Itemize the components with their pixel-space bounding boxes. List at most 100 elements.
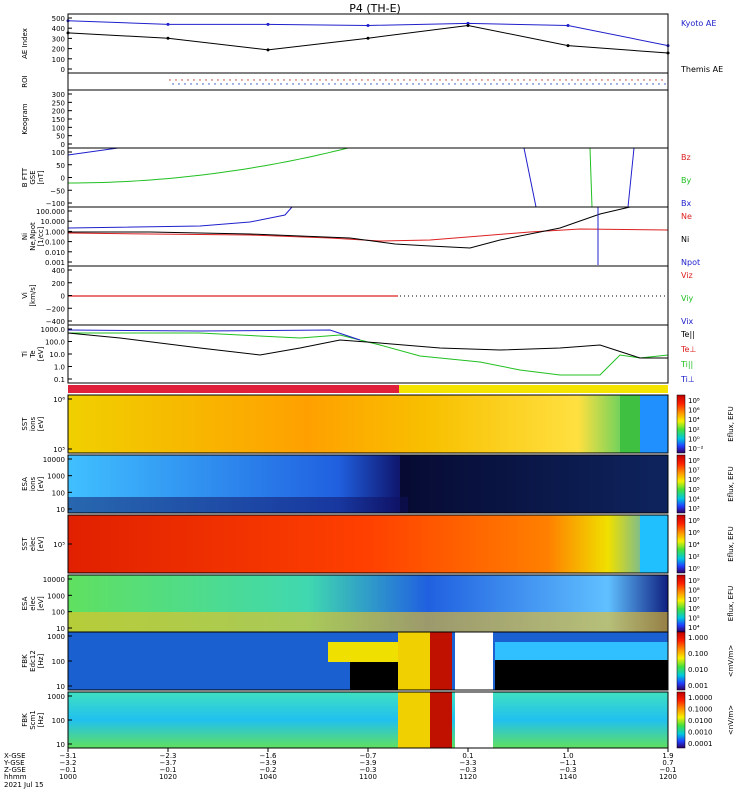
ae-data-point [266,22,270,26]
esa_i-tick-label: 10 [56,506,65,514]
temperature-legend-label: Ti⊥ [680,375,695,384]
ae-data-point [466,21,470,25]
roi-dot [460,83,462,85]
esa_e-ylabel: [eV] [37,596,45,611]
roi-frame [67,72,669,91]
velocity-tick-label: 400 [52,267,65,275]
temperature-legend-label: Te⊥ [680,345,696,354]
axis-column-value: −0.1 [660,766,677,774]
fbk1-tick-label: 10 [56,683,65,691]
temperature-ylabel: Ti [21,351,29,358]
fbk1-yellow-region [328,642,398,662]
roi-dot [655,79,657,81]
roi-dot [199,79,201,81]
roi-dot [343,79,345,81]
roi-dot [457,79,459,81]
roi-dot [589,79,591,81]
esa_i-colorbar-tick: 10⁶ [688,476,700,484]
velocity-ylabel: Vi [21,292,29,299]
esa_e-ylabel: ESA [21,596,29,610]
fbk1-burst [430,632,452,690]
sst_i-colorbar-label: Eflux, EFU [727,406,735,441]
sst-elec-edge [640,515,668,573]
roi-dot [478,83,480,85]
axis-column-value: 1200 [659,773,677,781]
roi-dot [385,79,387,81]
roi-dot [379,79,381,81]
roi-dot [538,83,540,85]
axis-column-value: −2.3 [160,752,177,760]
fbk2-data-gap [455,692,493,748]
roi-dot [463,79,465,81]
keogram-tick-label: 50 [56,133,65,141]
roi-dot [355,79,357,81]
fbk1-colorbar-tick: 0.100 [688,650,708,658]
ae-frame [67,13,669,74]
roi-dot [238,83,240,85]
sst_i-ylabel: [eV] [37,416,45,431]
temperature-frame [67,324,669,384]
roi-dot [409,79,411,81]
axis-column-value: −0.7 [360,752,377,760]
fbk1-tick-label: 100 [52,658,65,666]
roi-dot [553,79,555,81]
roi-dot [502,83,504,85]
density-legend-label: Npot [681,258,700,267]
axis-column-value: 1100 [359,773,377,781]
roi-dot [244,83,246,85]
roi-dot [259,79,261,81]
sst_e-colorbar-tick: 10⁰ [688,565,700,573]
roi-dot [601,79,603,81]
esa-ions-band [68,497,408,513]
ae-tick-label: 300 [52,35,65,43]
esa_i-colorbar-tick: 10⁷ [688,467,700,475]
roi-dot [625,79,627,81]
roi-dot [544,83,546,85]
fbk2-ylabel: FBK [21,713,29,727]
esa_i-frame [67,454,669,514]
roi-dot [511,79,513,81]
roi-dot [541,79,543,81]
roi-dot [322,83,324,85]
roi-dot [184,83,186,85]
temperature-tick-label: 1.0 [54,364,65,372]
roi-dot [445,79,447,81]
roi-dot [196,83,198,85]
bfield-tick-label: 0 [61,175,65,183]
roi-dot [181,79,183,81]
fbk1-data-gap [455,632,493,690]
by-line [589,147,593,208]
fbk1-colorbar-tick: 0.010 [688,666,708,674]
temperature-ylabel: [eV] [37,346,45,361]
fbk1-tick-label: 1000 [47,633,65,641]
roi-dot [172,83,174,85]
roi-dot [613,79,615,81]
roi-dot [622,83,624,85]
axis-column-value: 0.1 [462,752,473,760]
fbk2-tick-label: 10 [56,741,65,749]
roi-dot [454,83,456,85]
esa_e-colorbar-tick: 10⁷ [688,596,700,604]
roi-dot [469,79,471,81]
axis-column-value: 1040 [259,773,277,781]
ae-data-point [566,44,570,48]
roi-dot [595,79,597,81]
roi-dot [529,79,531,81]
roi-dot [307,79,309,81]
fbk1-colorbar-tick: 0.001 [688,682,708,690]
keogram-tick-label: 0 [61,141,65,149]
bfield-frame [67,147,669,208]
roi-dot [382,83,384,85]
esa_i-colorbar [676,454,686,514]
roi-dot [610,83,612,85]
roi-dot [310,83,312,85]
roi-dot [364,83,366,85]
roi-dot [556,83,558,85]
ne-line [67,228,669,242]
fbk1-burst [398,632,430,690]
roi-dot [232,83,234,85]
keogram-tick-label: 250 [52,99,65,107]
roi-dot [316,83,318,85]
sst_i-tick-label: 10⁶ [53,396,65,404]
density-ylabel: Ni [21,233,29,240]
